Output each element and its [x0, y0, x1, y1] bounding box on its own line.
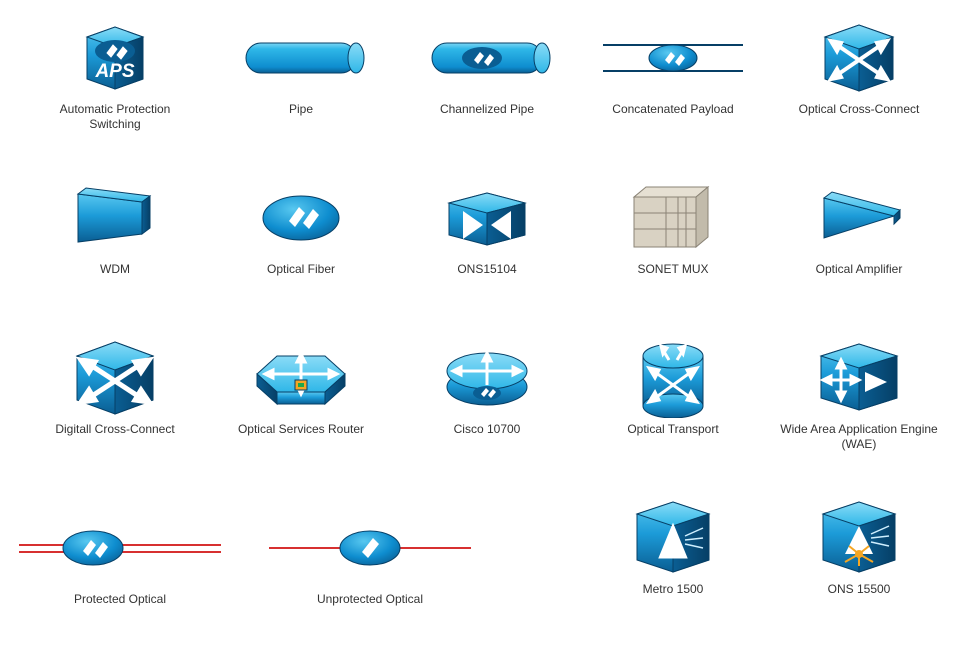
stencil-label: WDM	[100, 262, 130, 277]
stencil-optical-cross-connect[interactable]: Optical Cross-Connect	[774, 18, 944, 117]
stencil-label: Cisco 10700	[454, 422, 521, 437]
optical-fiber-icon	[216, 178, 386, 258]
stencil-pipe[interactable]: Pipe	[216, 18, 386, 117]
ons15104-icon	[402, 178, 572, 258]
stencil-label: Unprotected Optical	[317, 592, 423, 607]
optical-cross-connect-icon	[774, 18, 944, 98]
stencil-metro-1500[interactable]: Metro 1500	[588, 498, 758, 597]
stencil-wae[interactable]: Wide Area Application Engine (WAE)	[774, 338, 944, 452]
stencil-label: Digitall Cross-Connect	[55, 422, 174, 437]
stencil-label: Automatic Protection Switching	[35, 102, 195, 132]
optical-amplifier-icon	[774, 178, 944, 258]
wdm-icon	[30, 178, 200, 258]
stencil-label: Channelized Pipe	[440, 102, 534, 117]
stencil-label: ONS15104	[457, 262, 516, 277]
stencil-label: Pipe	[289, 102, 313, 117]
pipe-icon	[216, 18, 386, 98]
svg-text:APS: APS	[94, 61, 134, 82]
stencil-optical-fiber[interactable]: Optical Fiber	[216, 178, 386, 277]
stencil-label: Protected Optical	[74, 592, 166, 607]
stencil-label: Metro 1500	[643, 582, 704, 597]
wae-icon	[774, 338, 944, 418]
stencil-protected-optical[interactable]: Protected Optical	[10, 508, 230, 607]
stencil-unprotected-optical[interactable]: Unprotected Optical	[260, 508, 480, 607]
stencil-cisco-10700[interactable]: Cisco 10700	[402, 338, 572, 437]
stencil-label: ONS 15500	[828, 582, 891, 597]
stencil-label: Optical Amplifier	[816, 262, 903, 277]
stencil-label: Wide Area Application Engine (WAE)	[779, 422, 939, 452]
stencil-wdm[interactable]: WDM	[30, 178, 200, 277]
stencil-label: Concatenated Payload	[612, 102, 733, 117]
ons-15500-icon	[774, 498, 944, 578]
optical-transport-icon	[588, 338, 758, 418]
optical-services-router-icon	[216, 338, 386, 418]
aps-icon: APS	[30, 18, 200, 98]
stencil-label: Optical Transport	[627, 422, 718, 437]
stencil-ons15104[interactable]: ONS15104	[402, 178, 572, 277]
stencil-ons-15500[interactable]: ONS 15500	[774, 498, 944, 597]
stencil-optical-services-router[interactable]: Optical Services Router	[216, 338, 386, 437]
stencil-label: Optical Cross-Connect	[799, 102, 920, 117]
stencil-channelized-pipe[interactable]: Channelized Pipe	[402, 18, 572, 117]
concatenated-payload-icon	[588, 18, 758, 98]
stencil-label: SONET MUX	[637, 262, 708, 277]
sonet-mux-icon	[588, 178, 758, 258]
metro-1500-icon	[588, 498, 758, 578]
stencil-digital-cross-connect[interactable]: Digitall Cross-Connect	[30, 338, 200, 437]
stencil-label: Optical Fiber	[267, 262, 335, 277]
stencil-optical-amplifier[interactable]: Optical Amplifier	[774, 178, 944, 277]
stencil-concatenated-payload[interactable]: Concatenated Payload	[588, 18, 758, 117]
stencil-aps[interactable]: APS Automatic Protection Switching	[30, 18, 200, 132]
protected-optical-icon	[10, 508, 230, 588]
channelized-pipe-icon	[402, 18, 572, 98]
unprotected-optical-icon	[260, 508, 480, 588]
stencil-optical-transport[interactable]: Optical Transport	[588, 338, 758, 437]
stencil-sonet-mux[interactable]: SONET MUX	[588, 178, 758, 277]
stencil-label: Optical Services Router	[238, 422, 364, 437]
cisco-10700-icon	[402, 338, 572, 418]
digital-cross-connect-icon	[30, 338, 200, 418]
